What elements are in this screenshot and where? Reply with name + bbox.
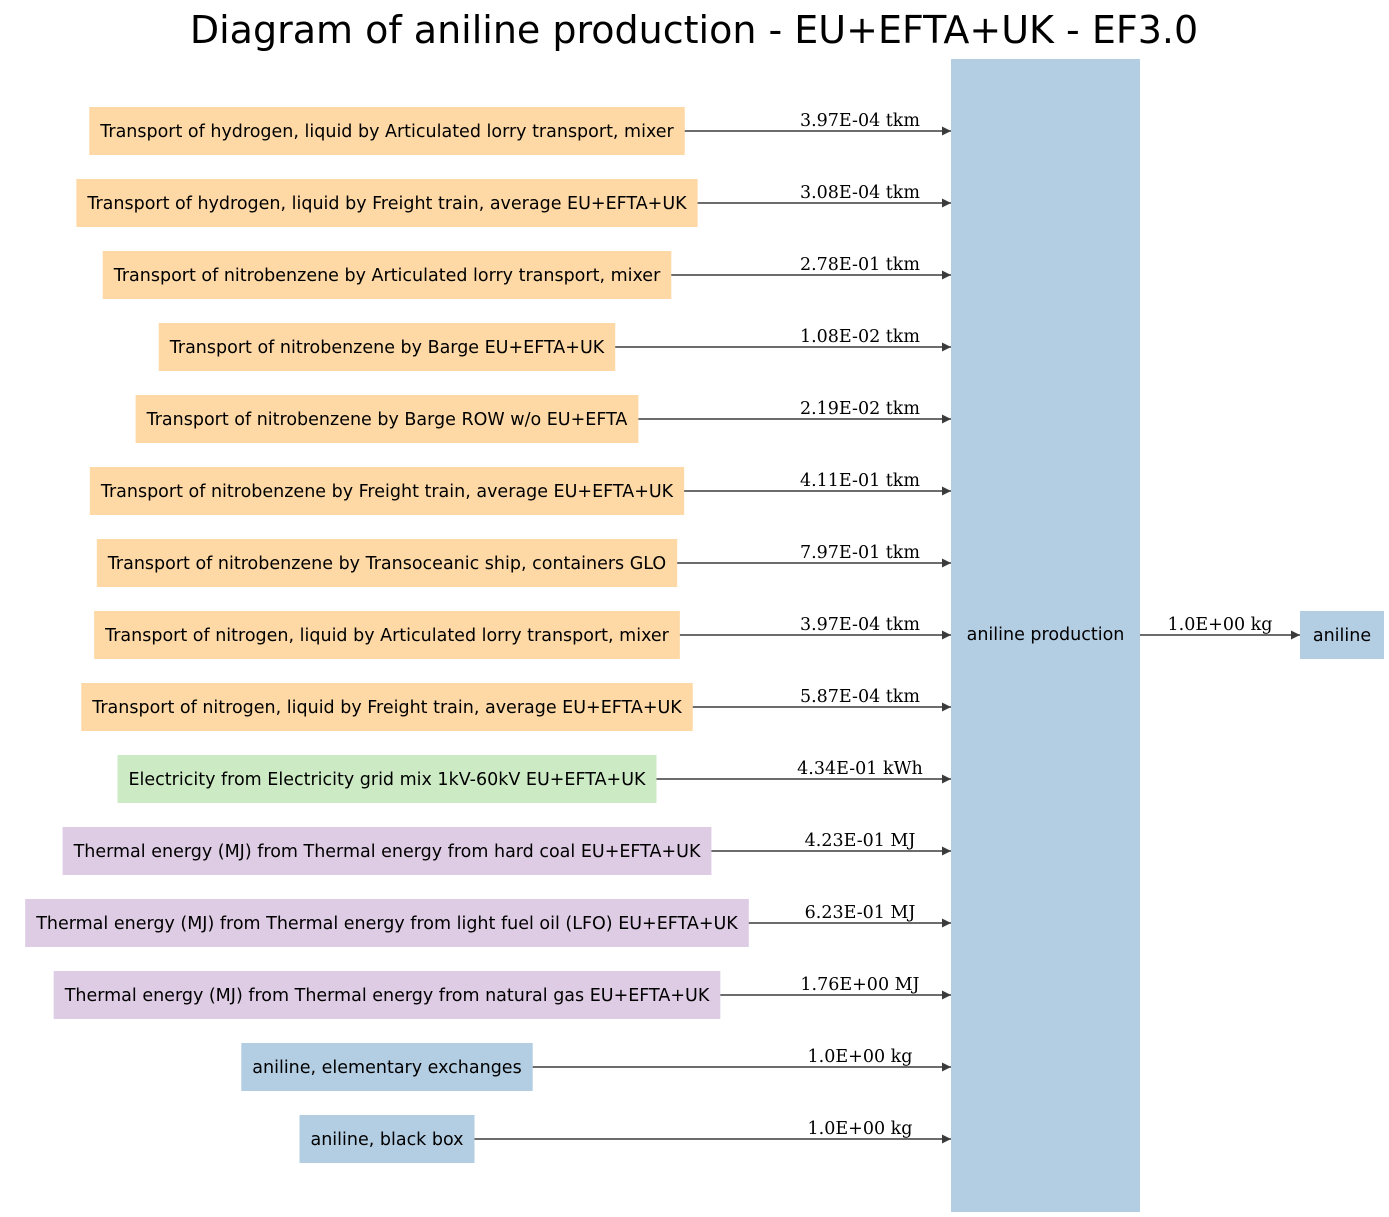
input-edge: 1.0E+00 kg <box>532 1047 951 1072</box>
input-node-box <box>241 1043 533 1091</box>
input-edges: 3.97E-04 tkm 3.08E-04 tkm 2.78E-01 tkm 1.08… <box>474 111 951 1144</box>
input-amount-label: 3.97E-04 tkm <box>800 111 920 131</box>
input-node-label: Thermal energy (MJ) from Thermal energy … <box>35 914 738 934</box>
input-amount-label: 4.11E-01 tkm <box>800 471 920 491</box>
input-node-label: Transport of nitrogen, liquid by Freight… <box>91 698 682 718</box>
output-product-box <box>1300 611 1384 659</box>
output-product-node: aniline <box>1300 611 1384 659</box>
input-amount-label: 3.97E-04 tkm <box>800 615 920 635</box>
input-edge: 7.97E-01 tkm <box>677 543 951 568</box>
input-node-label: Transport of nitrobenzene by Articulated… <box>113 266 661 286</box>
input-node-box <box>53 971 721 1019</box>
input-amount-label: 7.97E-01 tkm <box>800 543 920 563</box>
center-process-node: aniline production <box>951 59 1140 1212</box>
diagram-title: Diagram of aniline production - EU+EFTA+… <box>190 8 1198 52</box>
input-amount-label: 3.08E-04 tkm <box>800 183 920 203</box>
input-amount-label: 4.23E-01 MJ <box>805 831 916 851</box>
input-node-transport: Transport of nitrobenzene by Barge EU+EF… <box>158 323 616 371</box>
input-node-box <box>89 107 685 155</box>
input-node-material: aniline, elementary exchanges <box>241 1043 533 1091</box>
input-amount-label: 5.87E-04 tkm <box>800 687 920 707</box>
input-node-box <box>89 467 685 515</box>
input-amount-label: 4.34E-01 kWh <box>797 759 923 779</box>
input-node-thermal: Thermal energy (MJ) from Thermal energy … <box>53 971 721 1019</box>
input-node-material: aniline, black box <box>299 1115 475 1163</box>
input-node-box <box>299 1115 475 1163</box>
input-node-label: Electricity from Electricity grid mix 1k… <box>129 770 647 790</box>
input-node-box <box>117 755 657 803</box>
input-node-box <box>158 323 616 371</box>
center-process-label: aniline production <box>967 625 1125 645</box>
input-edge: 3.08E-04 tkm <box>697 183 951 208</box>
input-node-transport: Transport of nitrobenzene by Barge ROW w… <box>135 395 639 443</box>
input-node-label: Transport of nitrobenzene by Barge EU+EF… <box>169 338 605 358</box>
input-node-box <box>81 683 693 731</box>
input-amount-label: 1.0E+00 kg <box>808 1119 913 1139</box>
input-amount-label: 6.23E-01 MJ <box>805 903 916 923</box>
input-node-transport: Transport of hydrogen, liquid by Freight… <box>76 179 698 227</box>
input-node-transport: Transport of nitrobenzene by Freight tra… <box>89 467 685 515</box>
input-node-box <box>96 539 678 587</box>
input-amount-label: 1.0E+00 kg <box>808 1047 913 1067</box>
output-product-label: aniline <box>1313 626 1371 646</box>
input-node-thermal: Thermal energy (MJ) from Thermal energy … <box>62 827 712 875</box>
input-node-label: Transport of nitrogen, liquid by Articul… <box>104 626 670 646</box>
input-edge: 6.23E-01 MJ <box>748 903 951 928</box>
input-node-transport: Transport of nitrogen, liquid by Freight… <box>81 683 693 731</box>
input-edge: 4.11E-01 tkm <box>684 471 951 496</box>
input-edge: 2.19E-02 tkm <box>638 399 951 424</box>
input-node-transport: Transport of nitrogen, liquid by Articul… <box>94 611 680 659</box>
output-edge: 1.0E+00 kg <box>1140 615 1300 640</box>
input-node-transport: Transport of hydrogen, liquid by Articul… <box>89 107 685 155</box>
input-amount-label: 2.78E-01 tkm <box>800 255 920 275</box>
input-node-label: Thermal energy (MJ) from Thermal energy … <box>73 842 701 862</box>
input-node-label: Transport of nitrobenzene by Freight tra… <box>100 482 674 502</box>
input-edge: 1.0E+00 kg <box>474 1119 951 1144</box>
input-node-label: Transport of hydrogen, liquid by Freight… <box>86 194 687 214</box>
input-node-label: Thermal energy (MJ) from Thermal energy … <box>64 986 710 1006</box>
input-edge: 3.97E-04 tkm <box>679 615 951 640</box>
input-node-box <box>76 179 698 227</box>
input-amount-label: 1.76E+00 MJ <box>800 975 919 995</box>
center-process-box <box>951 59 1140 1212</box>
input-node-box <box>25 899 749 947</box>
input-node-box <box>62 827 712 875</box>
input-node-transport: Transport of nitrobenzene by Articulated… <box>102 251 672 299</box>
input-edge: 4.23E-01 MJ <box>711 831 951 856</box>
input-nodes: Transport of hydrogen, liquid by Articul… <box>25 107 749 1163</box>
input-edge: 2.78E-01 tkm <box>671 255 951 280</box>
input-edge: 4.34E-01 kWh <box>656 759 951 784</box>
input-node-label: Transport of nitrobenzene by Barge ROW w… <box>146 410 628 430</box>
input-edge: 5.87E-04 tkm <box>692 687 951 712</box>
input-node-label: Transport of nitrobenzene by Transoceani… <box>107 554 666 574</box>
input-node-label: Transport of hydrogen, liquid by Articul… <box>99 122 674 142</box>
input-node-label: aniline, elementary exchanges <box>252 1058 521 1078</box>
input-edge: 3.97E-04 tkm <box>684 111 951 136</box>
input-node-box <box>94 611 680 659</box>
input-edge: 1.76E+00 MJ <box>720 975 951 1000</box>
input-node-electricity: Electricity from Electricity grid mix 1k… <box>117 755 657 803</box>
input-node-thermal: Thermal energy (MJ) from Thermal energy … <box>25 899 749 947</box>
input-amount-label: 2.19E-02 tkm <box>800 399 920 419</box>
input-node-label: aniline, black box <box>310 1130 463 1150</box>
output-amount-label: 1.0E+00 kg <box>1168 615 1273 635</box>
input-edge: 1.08E-02 tkm <box>615 327 951 352</box>
input-node-box <box>135 395 639 443</box>
input-node-box <box>102 251 672 299</box>
input-amount-label: 1.08E-02 tkm <box>800 327 920 347</box>
input-node-transport: Transport of nitrobenzene by Transoceani… <box>96 539 678 587</box>
